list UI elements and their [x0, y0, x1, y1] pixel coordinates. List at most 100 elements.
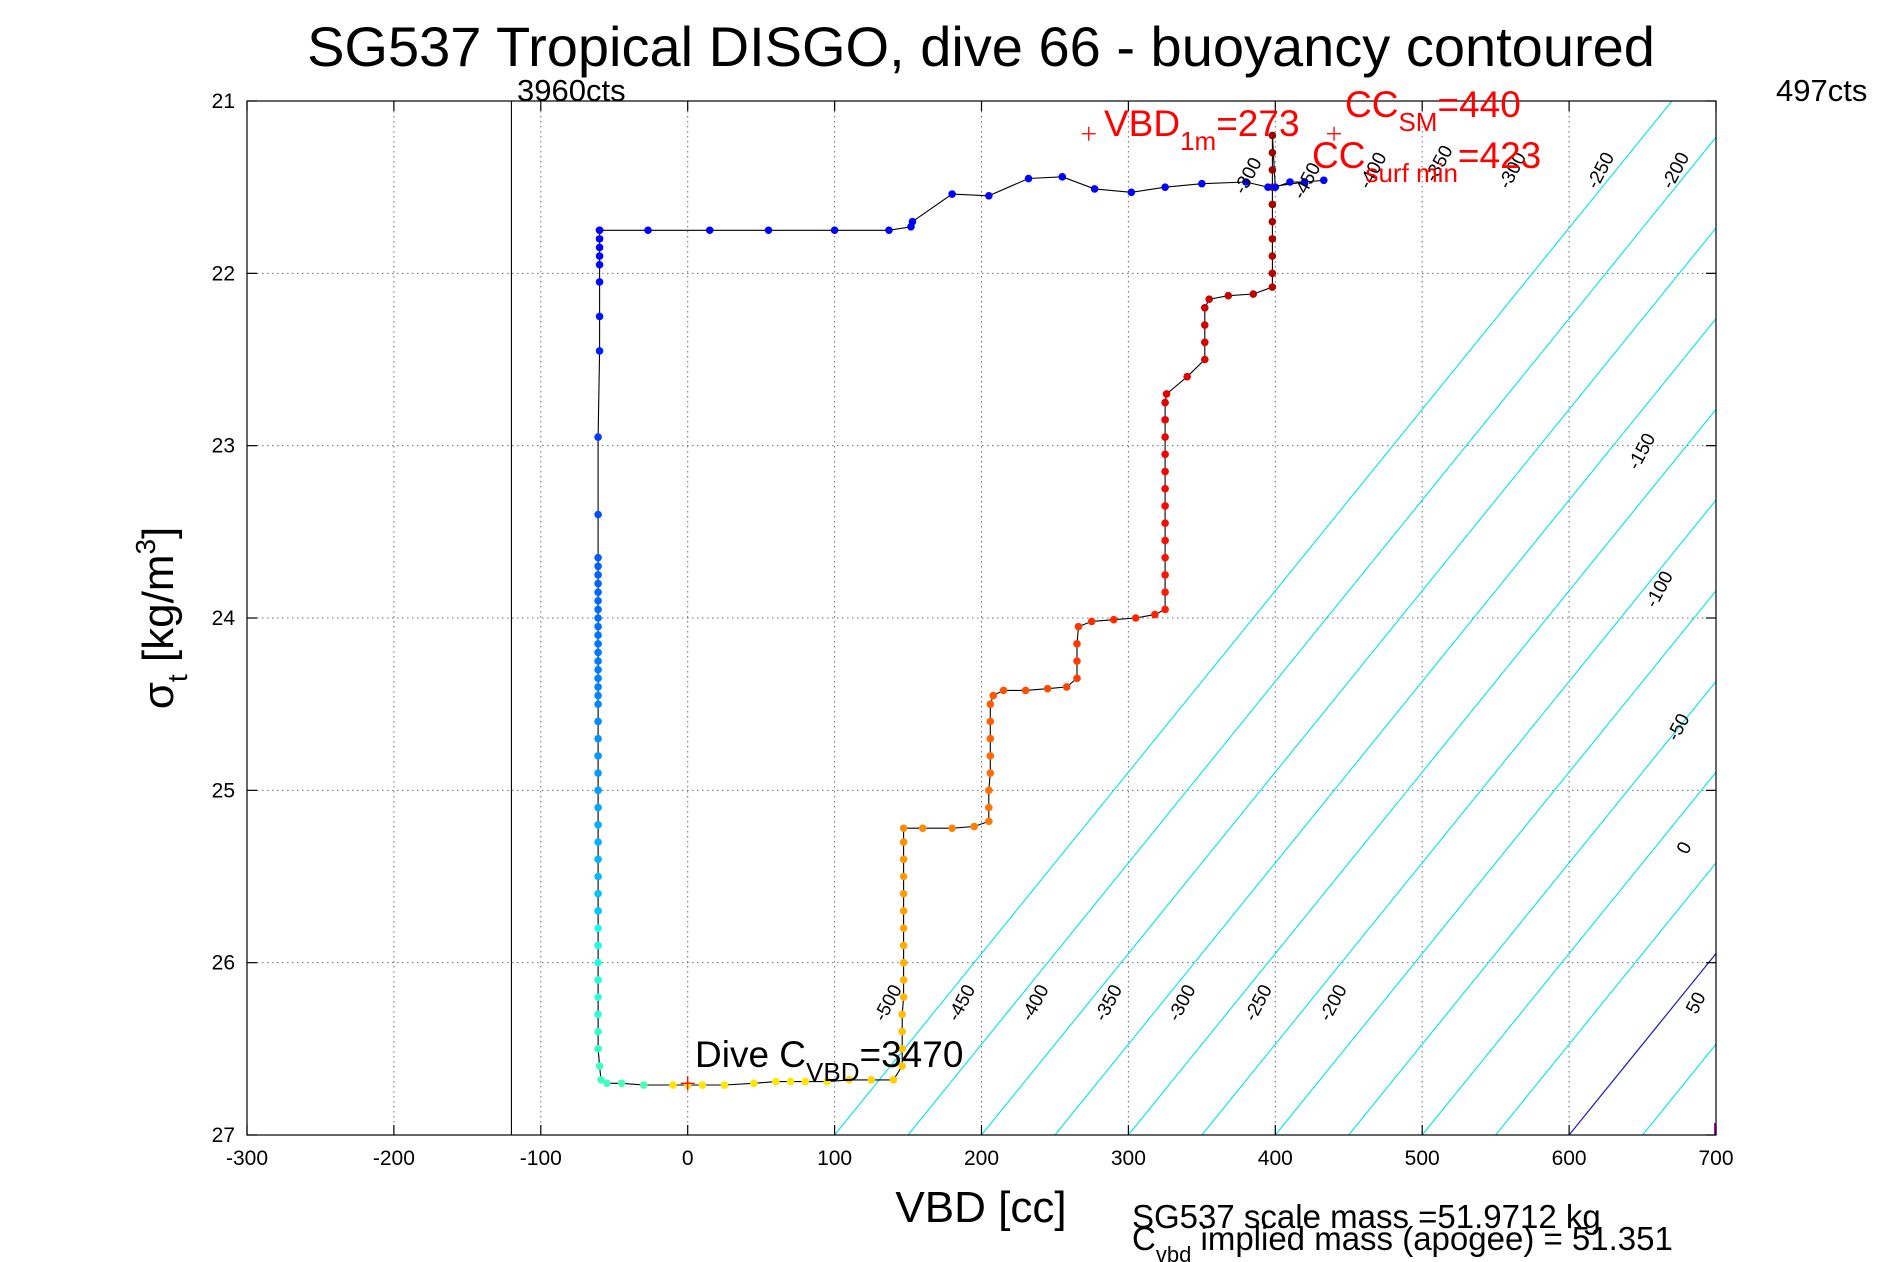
cts-left-label: 3960cts — [517, 73, 626, 108]
x-tick-label: -300 — [226, 1147, 268, 1170]
data-point — [772, 1077, 780, 1086]
data-point — [594, 631, 602, 640]
data-point — [899, 824, 908, 833]
x-tick-label: 100 — [817, 1147, 852, 1170]
data-point — [1224, 291, 1233, 300]
y-tick-label: 24 — [212, 607, 236, 630]
data-point — [907, 223, 915, 231]
data-point — [594, 665, 602, 674]
data-point — [899, 889, 908, 898]
data-point — [985, 803, 993, 812]
data-point — [1200, 338, 1209, 347]
data-point — [594, 924, 602, 932]
contour-line — [1421, 771, 1716, 1135]
data-point — [986, 717, 995, 726]
data-point — [1268, 131, 1277, 140]
data-point — [1268, 217, 1277, 226]
data-point — [594, 622, 602, 631]
data-point — [1024, 174, 1033, 183]
data-point — [1161, 536, 1169, 545]
data-point — [1268, 252, 1277, 260]
data-point — [594, 976, 602, 984]
chart-title: SG537 Tropical DISGO, dive 66 - buoyancy… — [307, 15, 1655, 78]
data-point — [669, 1081, 677, 1089]
data-point — [595, 235, 604, 243]
data-point — [595, 252, 604, 260]
data-point — [899, 941, 908, 950]
data-point — [595, 278, 604, 286]
data-point — [594, 1045, 602, 1053]
data-point — [1200, 355, 1209, 364]
data-point — [594, 734, 602, 743]
data-point — [595, 260, 604, 269]
footer-scale-mass: SG537 scale mass =51.9712 kg — [1132, 1198, 1601, 1235]
data-point — [1161, 519, 1169, 528]
data-point — [830, 226, 839, 235]
data-point — [705, 226, 714, 235]
data-point — [594, 872, 602, 881]
data-point — [899, 993, 908, 1001]
data-point — [999, 686, 1008, 695]
data-point — [786, 1077, 795, 1086]
data-point — [603, 1079, 611, 1088]
contour-label: -50 — [1663, 710, 1694, 744]
data-point — [985, 191, 993, 200]
data-point — [594, 605, 602, 614]
contour-line — [1348, 680, 1716, 1135]
data-point — [1268, 166, 1277, 174]
data-point — [1090, 185, 1099, 193]
data-point — [1021, 686, 1030, 695]
data-point — [1268, 269, 1277, 278]
data-point — [1131, 614, 1140, 622]
data-point — [1062, 683, 1071, 691]
data-point — [595, 243, 604, 252]
data-point — [1268, 148, 1277, 157]
data-point — [1161, 416, 1169, 424]
data-point — [594, 993, 602, 1001]
data-point — [594, 803, 602, 812]
data-point — [594, 657, 602, 665]
data-point — [594, 579, 602, 588]
x-tick-label: 0 — [682, 1147, 694, 1170]
data-point — [698, 1081, 707, 1089]
contour-label: -250 — [1240, 981, 1276, 1024]
x-tick-label: 400 — [1258, 1147, 1293, 1170]
data-point — [1161, 467, 1169, 476]
grid-lines — [247, 101, 1716, 1135]
data-point — [899, 838, 908, 846]
data-point — [1161, 605, 1169, 614]
data-point — [986, 769, 995, 777]
data-point — [594, 838, 602, 846]
contour-labels: -500 -450 -400 -350 -300 -250 -200-300 -450 -400… — [870, 142, 1710, 1025]
data-point — [1151, 610, 1159, 619]
data-point — [1161, 398, 1169, 407]
data-point — [720, 1081, 729, 1089]
data-point — [1074, 622, 1083, 631]
data-point — [594, 596, 602, 605]
contour-label: -400 — [1017, 981, 1053, 1024]
contour-label: -450 — [944, 981, 980, 1024]
data-point — [1058, 173, 1067, 181]
data-point — [1205, 295, 1213, 303]
contour-label: -150 — [1624, 430, 1660, 473]
data-point — [1161, 433, 1169, 441]
contour-line — [1054, 317, 1716, 1135]
data-point — [845, 1076, 854, 1084]
data-point — [1198, 179, 1206, 188]
x-tick-label: 600 — [1552, 1147, 1587, 1170]
y-tick-label: 22 — [212, 262, 235, 285]
data-point — [595, 1062, 604, 1070]
data-point — [1264, 183, 1272, 191]
vbd-1m-annotation: VBD1m=273 — [1104, 103, 1300, 156]
data-point — [1109, 615, 1118, 624]
data-point — [867, 1076, 876, 1084]
data-point — [594, 691, 602, 700]
data-point — [899, 855, 908, 864]
data-point — [1161, 553, 1169, 562]
data-point — [617, 1079, 626, 1088]
data-point — [1161, 571, 1169, 579]
data-point — [1271, 183, 1280, 191]
data-point — [595, 347, 604, 355]
data-point — [594, 553, 602, 562]
data-point — [918, 824, 927, 833]
